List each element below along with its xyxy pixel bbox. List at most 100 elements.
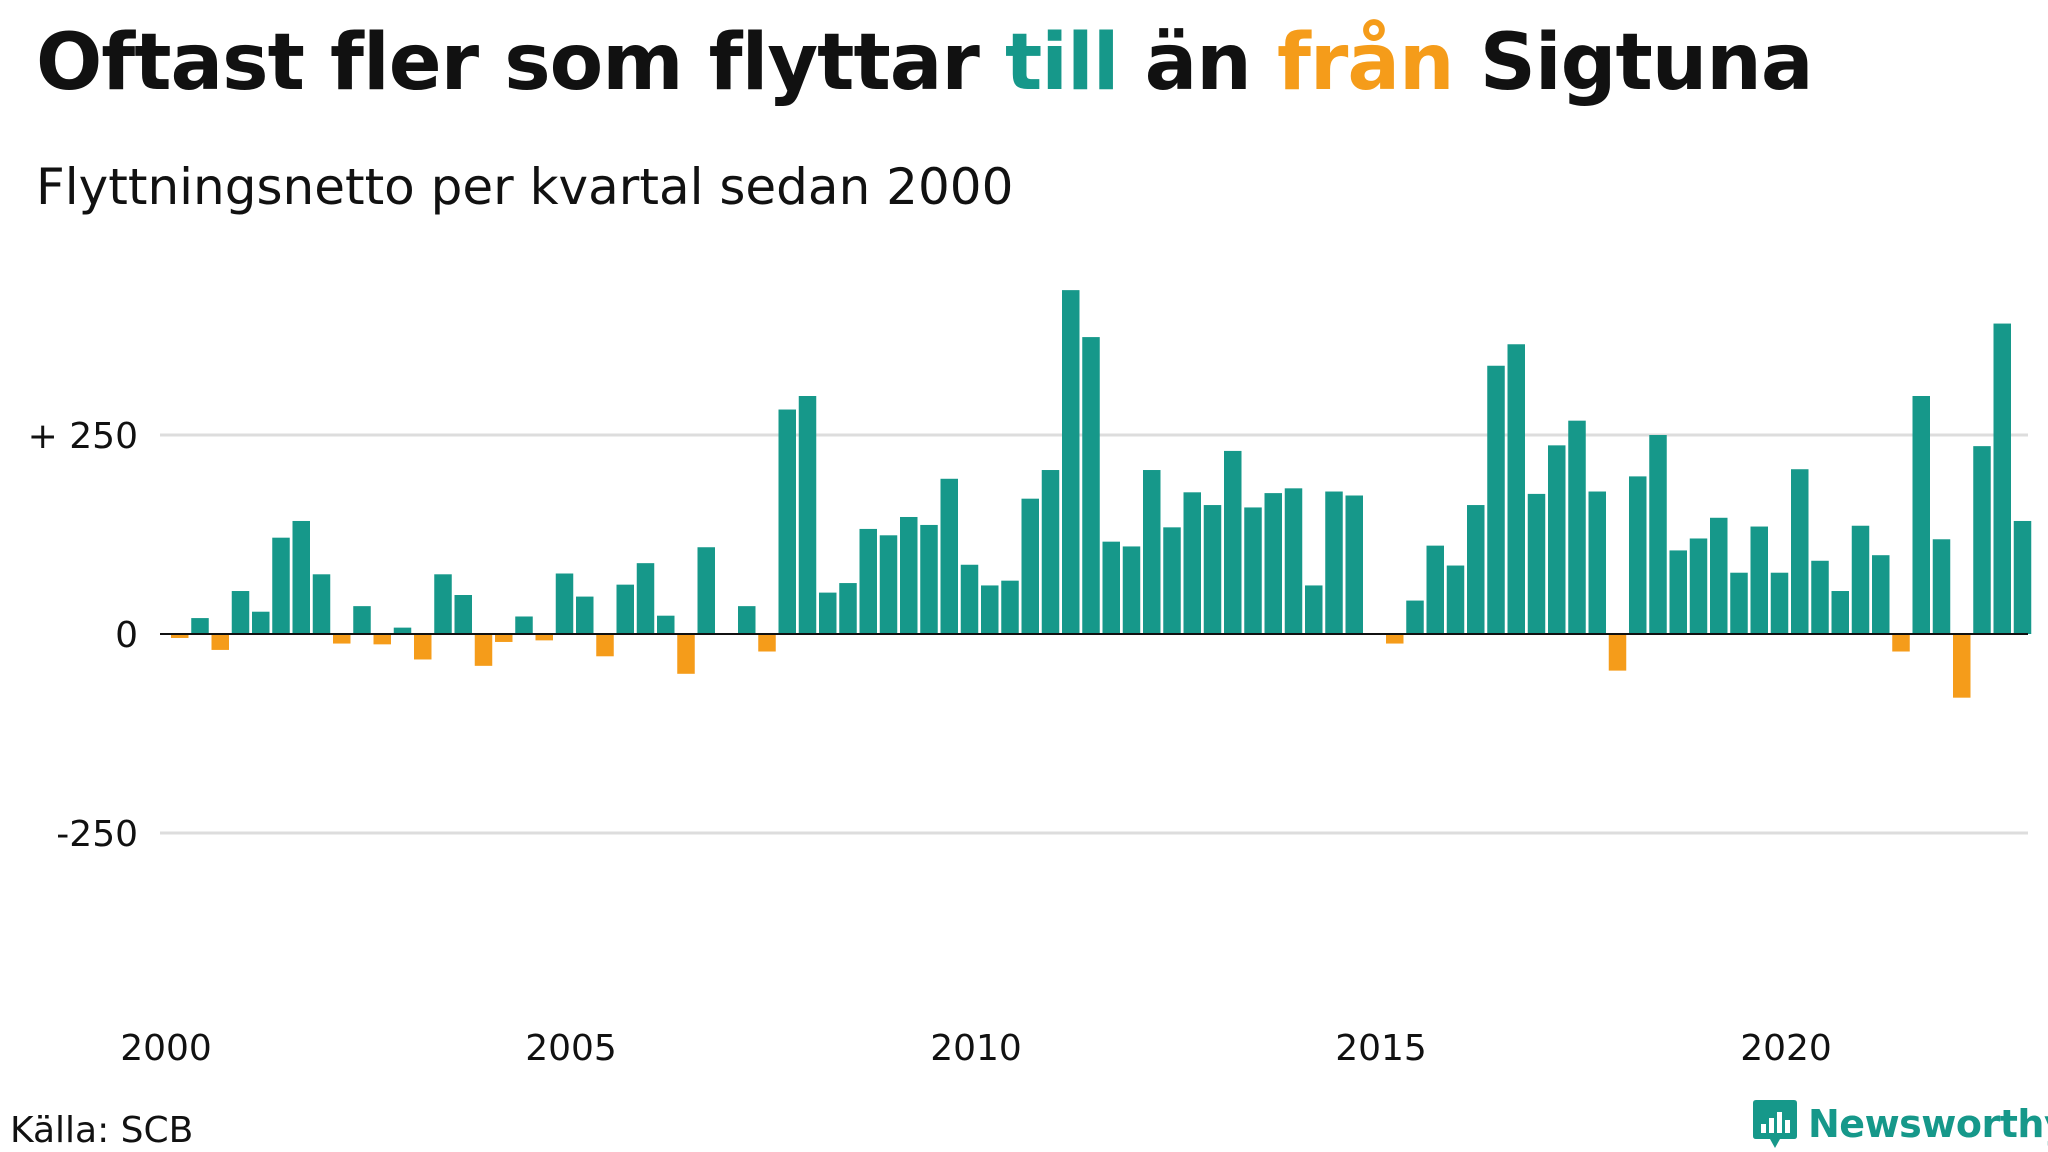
bar bbox=[535, 634, 553, 641]
bars bbox=[171, 290, 2032, 698]
bar bbox=[1021, 498, 1039, 634]
bar bbox=[1730, 572, 1748, 634]
bar bbox=[191, 618, 209, 634]
bar bbox=[1568, 420, 1586, 634]
title-part-3: än bbox=[1118, 18, 1277, 108]
bar bbox=[697, 547, 715, 634]
bar bbox=[900, 516, 918, 634]
bar bbox=[778, 409, 796, 634]
x-tick-label: 2015 bbox=[1335, 1028, 1427, 1069]
bar bbox=[1689, 538, 1708, 634]
bar bbox=[1649, 435, 1667, 634]
bar bbox=[252, 611, 270, 634]
bar bbox=[231, 591, 250, 634]
bar-chart: + 250 0 -250 2000 2005 2010 2015 2020 bbox=[28, 290, 2032, 1069]
bar bbox=[1143, 470, 1161, 634]
bar bbox=[576, 596, 594, 634]
bar bbox=[211, 634, 229, 650]
bar bbox=[1608, 634, 1627, 671]
bar bbox=[1750, 526, 1768, 634]
bar bbox=[312, 574, 331, 634]
bar bbox=[1446, 565, 1465, 634]
bar bbox=[474, 634, 493, 666]
x-tick-label: 2020 bbox=[1740, 1028, 1832, 1069]
title-part-1: Oftast fler som flyttar bbox=[36, 18, 1006, 108]
bar bbox=[1932, 539, 1951, 634]
bar bbox=[1892, 634, 1910, 652]
bar bbox=[373, 634, 391, 645]
y-tick-label: 0 bbox=[115, 615, 138, 656]
bar bbox=[1082, 337, 1100, 634]
bar bbox=[920, 524, 938, 634]
bar bbox=[1122, 546, 1141, 634]
bar bbox=[171, 634, 189, 638]
bar bbox=[1912, 396, 1930, 634]
bar bbox=[1001, 580, 1019, 634]
title-part-5: Sigtuna bbox=[1453, 18, 1814, 108]
bar bbox=[1791, 469, 1809, 634]
bar bbox=[1710, 517, 1728, 634]
bar bbox=[434, 574, 452, 634]
x-tick-label: 2010 bbox=[930, 1028, 1022, 1069]
bar bbox=[1062, 290, 1080, 634]
y-tick-label: + 250 bbox=[28, 416, 138, 457]
bar bbox=[393, 627, 412, 634]
bar bbox=[1487, 365, 1505, 634]
x-tick-label: 2005 bbox=[525, 1028, 617, 1069]
y-tick-label: -250 bbox=[56, 814, 138, 855]
x-tick-label: 2000 bbox=[120, 1028, 212, 1069]
bar bbox=[515, 616, 533, 634]
bar bbox=[1953, 634, 1971, 698]
bar bbox=[555, 573, 574, 634]
bar bbox=[1244, 507, 1262, 634]
bar bbox=[333, 634, 351, 644]
bar bbox=[940, 478, 958, 634]
bar bbox=[960, 564, 979, 634]
bar bbox=[1811, 560, 1829, 634]
bar bbox=[353, 606, 371, 634]
bar bbox=[1467, 505, 1485, 634]
bar bbox=[1669, 550, 1687, 634]
source-note: Källa: SCB bbox=[10, 1110, 194, 1151]
bar bbox=[454, 595, 472, 634]
bar bbox=[1325, 491, 1343, 634]
bar bbox=[2013, 520, 2032, 634]
brand-name: Newsworthy bbox=[1808, 1102, 2048, 1146]
bar bbox=[596, 634, 614, 657]
bar bbox=[1163, 527, 1181, 634]
bar bbox=[495, 634, 513, 642]
bar bbox=[738, 606, 756, 634]
bar bbox=[1548, 445, 1566, 634]
bar bbox=[292, 520, 310, 634]
bar bbox=[1345, 495, 1363, 634]
bar bbox=[1386, 634, 1404, 644]
bar bbox=[636, 563, 655, 634]
bar bbox=[859, 528, 877, 634]
bar bbox=[819, 592, 837, 634]
title-highlight-fran: från bbox=[1277, 18, 1455, 108]
bar bbox=[1224, 450, 1242, 634]
bar bbox=[677, 634, 695, 674]
bar bbox=[1872, 555, 1890, 634]
bar bbox=[1264, 493, 1282, 634]
bar bbox=[272, 537, 290, 634]
bar bbox=[1851, 525, 1870, 634]
bar bbox=[1203, 505, 1222, 634]
bar bbox=[1629, 476, 1647, 634]
bar bbox=[1305, 585, 1323, 634]
bar bbox=[657, 615, 675, 634]
bar bbox=[798, 396, 817, 634]
bar bbox=[1284, 488, 1303, 634]
bar bbox=[879, 535, 898, 634]
bar bbox=[1406, 600, 1424, 634]
bar bbox=[1831, 591, 1849, 634]
bar bbox=[1588, 491, 1606, 634]
bar bbox=[1507, 344, 1525, 634]
bar bbox=[1102, 541, 1120, 634]
bar bbox=[414, 634, 432, 660]
bar bbox=[1993, 323, 2011, 634]
bar bbox=[1973, 446, 1991, 634]
bar bbox=[758, 634, 776, 652]
bar bbox=[1527, 493, 1546, 634]
bar bbox=[1426, 545, 1444, 634]
